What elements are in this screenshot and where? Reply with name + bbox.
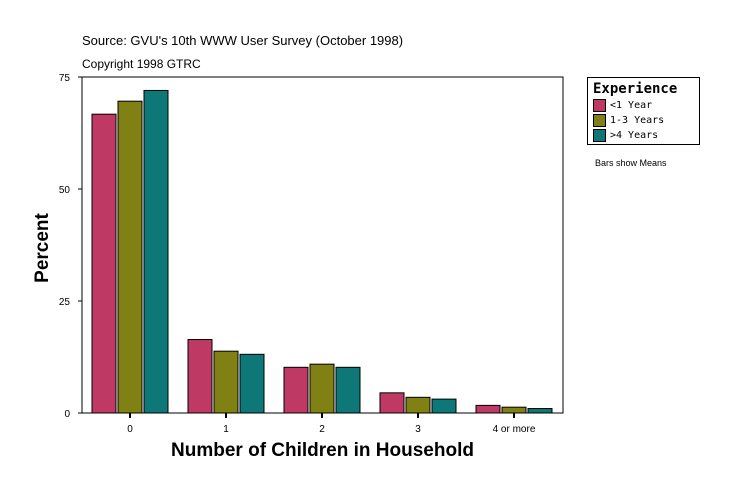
legend-item: >4 Years [593,129,658,142]
y-tick-label: 0 [64,409,70,420]
legend-label: >4 Years [610,130,659,141]
legend-title: Experience [593,81,678,97]
legend-swatch [593,114,606,127]
bar [431,398,457,414]
x-tick-label: 1 [223,424,229,435]
bar [239,353,265,414]
bar [187,339,213,414]
bar [475,404,501,414]
x-tick-label: 3 [415,424,421,435]
bar [283,366,309,414]
y-tick-label: 50 [59,185,71,196]
legend: Experience <1 Year 1-3 Years >4 Years [587,77,700,145]
bar [143,89,169,414]
legend-label: 1-3 Years [610,115,665,126]
legend-item: 1-3 Years [593,114,664,127]
source-annotation: Source: GVU's 10th WWW User Survey (Octo… [82,33,404,48]
bar [379,392,405,414]
y-tick-label: 25 [59,297,71,308]
x-axis-label: Number of Children in Household [171,440,474,461]
bar [335,366,361,414]
bar [527,408,553,414]
legend-swatch [593,129,606,142]
legend-item: <1 Year [593,99,652,112]
bar [213,350,239,414]
bar [501,406,527,414]
bar [117,100,143,414]
bars-note: Bars show Means [595,158,667,168]
bar [309,363,335,414]
y-axis-label: Percent [32,213,53,283]
bar [91,113,117,414]
x-tick-label: 2 [319,424,325,435]
x-tick-label: 4 or more [493,424,536,435]
y-tick-label: 75 [59,73,71,84]
copyright-annotation: Copyright 1998 GTRC [82,57,201,71]
bar [405,396,431,414]
legend-swatch [593,99,606,112]
x-tick-label: 0 [127,424,133,435]
legend-label: <1 Year [610,100,653,111]
